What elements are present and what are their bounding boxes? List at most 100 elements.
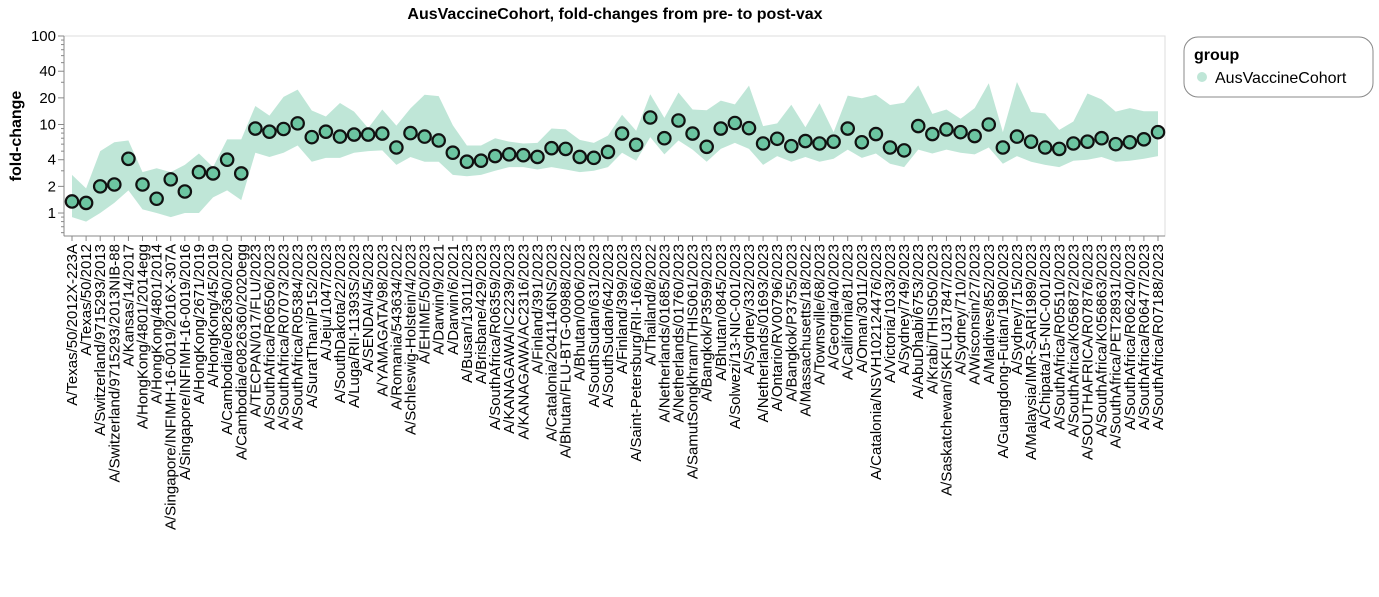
x-tick-label: A/Cambodia/e0826360/2020 <box>219 244 236 435</box>
y-tick-label: 4 <box>48 152 56 169</box>
data-point[interactable] <box>360 127 376 142</box>
data-point[interactable] <box>318 124 334 139</box>
data-point[interactable] <box>346 127 362 142</box>
data-point[interactable] <box>417 129 432 144</box>
data-point[interactable] <box>769 131 785 147</box>
data-point[interactable] <box>149 191 164 207</box>
data-point[interactable] <box>840 121 856 136</box>
data-point[interactable] <box>1009 129 1025 144</box>
data-point[interactable] <box>1023 134 1039 149</box>
data-point[interactable] <box>205 166 221 181</box>
data-point[interactable] <box>685 126 700 141</box>
data-point[interactable] <box>191 164 207 180</box>
data-point[interactable] <box>64 194 80 209</box>
data-point[interactable] <box>671 113 686 128</box>
data-point[interactable] <box>276 121 291 137</box>
data-point[interactable] <box>219 152 235 168</box>
data-point[interactable] <box>699 139 714 155</box>
data-point[interactable] <box>121 151 136 167</box>
data-point[interactable] <box>135 177 150 192</box>
x-tick-label: A/Netherlands/01760/2023 <box>670 244 687 422</box>
data-point[interactable] <box>1037 140 1053 155</box>
data-point[interactable] <box>896 143 912 158</box>
y-tick-label: 40 <box>39 63 56 80</box>
x-tick-label: A/Oman/3011/2023 <box>854 244 871 373</box>
data-point[interactable] <box>1080 134 1095 149</box>
data-point[interactable] <box>967 128 982 144</box>
data-point[interactable] <box>177 184 193 199</box>
data-point[interactable] <box>530 149 545 165</box>
x-tick-label: A/Wisconsin/27/2023 <box>967 244 984 385</box>
x-tick-label: A/Finland/391/2023 <box>529 244 546 374</box>
data-point[interactable] <box>642 110 658 125</box>
data-point[interactable] <box>403 125 418 141</box>
data-point[interactable] <box>332 129 348 144</box>
data-point[interactable] <box>628 137 644 153</box>
data-point[interactable] <box>783 138 799 154</box>
data-point[interactable] <box>233 166 249 181</box>
x-tick-label: A/Saskatchewan/SKFLU317847/2023 <box>938 244 955 496</box>
data-point[interactable] <box>445 145 461 161</box>
data-point[interactable] <box>501 147 517 162</box>
data-point[interactable] <box>1066 136 1081 151</box>
x-tick-label: A/SouthSudan/642/2023 <box>600 244 617 407</box>
data-point[interactable] <box>1094 130 1109 146</box>
data-point[interactable] <box>953 124 968 140</box>
data-point[interactable] <box>516 147 531 163</box>
data-point[interactable] <box>473 153 489 168</box>
data-point[interactable] <box>389 140 404 155</box>
data-point[interactable] <box>163 172 179 187</box>
x-tick-label: A/Darwin/9/2021 <box>431 244 448 355</box>
x-tick-label: A/Brisbane/429/2023 <box>473 244 490 384</box>
x-tick-label: A/Bangkok/P3755/2023 <box>783 244 800 402</box>
data-point[interactable] <box>459 154 475 169</box>
data-point[interactable] <box>572 149 588 165</box>
x-tick-label: A/Cambodia/e0826360/2020egg <box>233 244 250 460</box>
data-point[interactable] <box>868 126 884 142</box>
data-point[interactable] <box>487 148 503 164</box>
data-point[interactable] <box>304 129 320 145</box>
data-point[interactable] <box>826 134 841 149</box>
data-point[interactable] <box>882 140 898 155</box>
x-tick-label: A/SouthAfrica/K056863/2023 <box>1094 244 1111 437</box>
data-point[interactable] <box>600 144 616 160</box>
x-tick-label: A/Catalonia/2041146NS/2023 <box>544 244 561 441</box>
data-point[interactable] <box>586 150 602 166</box>
data-point[interactable] <box>854 134 870 150</box>
data-point[interactable] <box>812 136 827 151</box>
data-point[interactable] <box>995 140 1011 155</box>
x-tick-label: A/Bhutan/0845/2023 <box>713 244 730 381</box>
data-point[interactable] <box>1150 124 1166 140</box>
x-tick-label: A/SouthAfrica/R06477/2023 <box>1136 244 1153 430</box>
data-point[interactable] <box>262 124 277 139</box>
x-tick-label: A/Texas/50/2012 <box>78 244 95 356</box>
data-point[interactable] <box>558 141 573 157</box>
data-point[interactable] <box>657 130 672 146</box>
data-point[interactable] <box>290 116 305 131</box>
data-point[interactable] <box>92 179 108 194</box>
data-point[interactable] <box>910 118 926 134</box>
data-point[interactable] <box>981 117 997 132</box>
data-point[interactable] <box>741 120 757 136</box>
data-point[interactable] <box>374 126 390 141</box>
data-point[interactable] <box>431 133 446 148</box>
data-point[interactable] <box>1122 134 1138 150</box>
data-point[interactable] <box>939 122 954 137</box>
data-point[interactable] <box>727 115 743 131</box>
data-point[interactable] <box>544 140 559 156</box>
data-point[interactable] <box>798 133 813 149</box>
data-point[interactable] <box>713 121 729 136</box>
data-point[interactable] <box>925 126 940 142</box>
x-tick-label: A/Darwin/6/2021 <box>445 244 462 355</box>
data-point[interactable] <box>1136 132 1152 147</box>
data-point[interactable] <box>1051 141 1067 157</box>
data-point[interactable] <box>248 121 263 136</box>
data-point[interactable] <box>755 136 771 151</box>
x-tick-label: A/Bangkok/P3599/2023 <box>699 244 716 402</box>
data-point[interactable] <box>1108 136 1123 152</box>
data-point[interactable] <box>614 126 630 141</box>
data-point[interactable] <box>107 177 122 192</box>
data-point[interactable] <box>78 195 94 211</box>
y-tick-label: 1 <box>48 205 56 222</box>
